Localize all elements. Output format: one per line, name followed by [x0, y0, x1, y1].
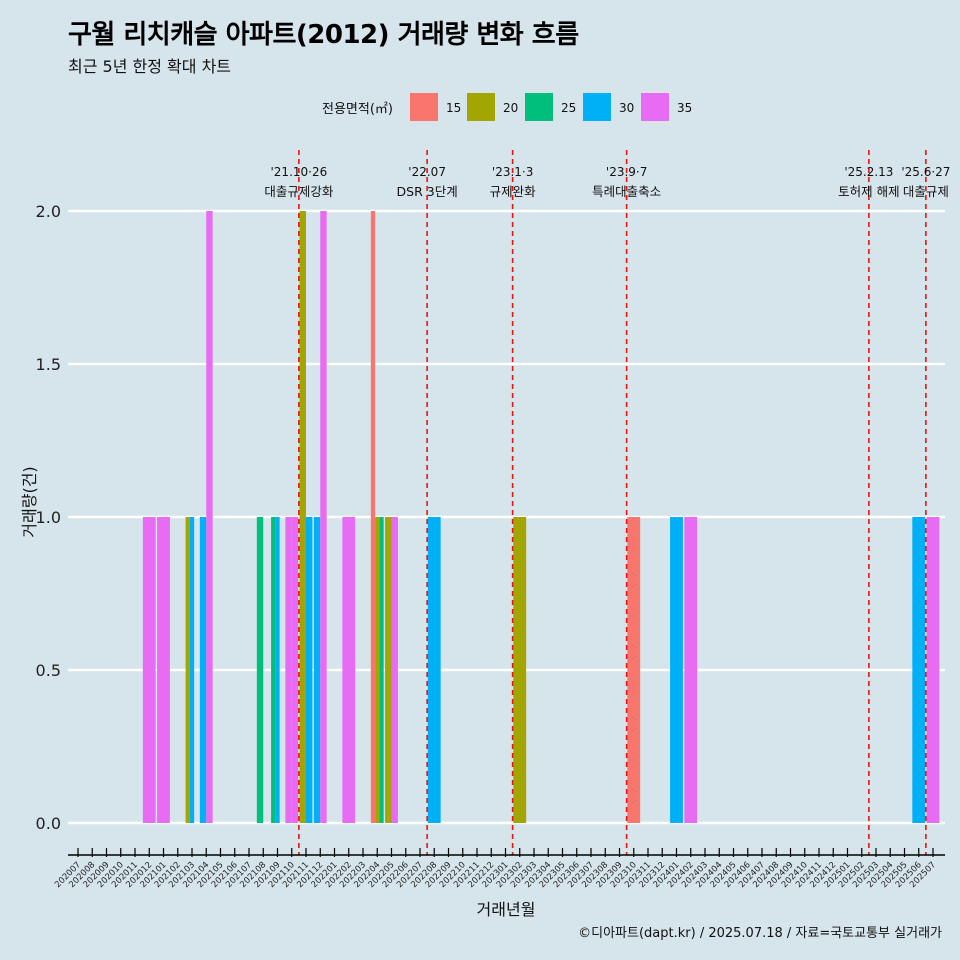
bar: [271, 517, 276, 823]
legend-label: 30: [619, 101, 634, 115]
x-axis-title: 거래년월: [477, 900, 536, 919]
grid-lines: [68, 209, 945, 825]
event-label: 대출규제: [903, 184, 949, 199]
bar: [185, 517, 190, 823]
event-label: 특례대출축소: [592, 184, 661, 199]
bar: [291, 517, 299, 823]
bar: [142, 517, 156, 823]
event-date: '23.1·3: [492, 165, 533, 179]
bar: [285, 517, 292, 823]
chart-title: 구월 리치캐슬 아파트(2012) 거래량 변화 흐름: [68, 20, 579, 50]
y-axis-title: 거래량(건): [20, 466, 39, 537]
y-tick-label: 1.5: [36, 355, 61, 374]
legend-label: 20: [503, 101, 518, 115]
legend-swatch: [583, 93, 611, 121]
bar: [513, 517, 527, 823]
chart-subtitle: 최근 5년 한정 확대 차트: [68, 57, 232, 76]
bar: [912, 517, 926, 823]
bar: [427, 517, 441, 823]
bar: [199, 517, 207, 823]
event-date: '25.6·27: [901, 165, 950, 179]
y-tick-label: 1.0: [36, 508, 61, 527]
bar: [379, 517, 384, 823]
event-label: DSR 3단계: [397, 184, 458, 199]
y-tick-label: 0.0: [36, 814, 61, 833]
bar: [385, 517, 392, 823]
bar: [299, 211, 306, 823]
bar: [320, 211, 327, 823]
event-label: 규제완화: [490, 184, 537, 199]
bar: [256, 517, 264, 823]
source-caption: ©디아파트(dapt.kr) / 2025.07.18 / 자료=국토교통부 실…: [578, 926, 942, 941]
bar: [157, 517, 170, 823]
event-label: 대출규제강화: [264, 184, 334, 199]
event-date: '22.07: [408, 165, 446, 179]
event-date: '21.10·26: [271, 165, 328, 179]
bar: [313, 517, 321, 823]
bars: [142, 211, 940, 823]
legend-label: 25: [561, 101, 576, 115]
y-tick-label: 0.5: [36, 661, 61, 680]
event-date: '25.2.13: [844, 165, 893, 179]
bar: [275, 517, 280, 823]
legend-label: 35: [677, 101, 692, 115]
y-tick-label: 2.0: [36, 202, 61, 221]
legend-title: 전용면적(㎡): [322, 102, 393, 117]
legend-swatch: [525, 93, 553, 121]
event-label: 토허제 해제: [838, 184, 899, 199]
annotations: '21.10·26 대출규제강화 '22.07 DSR 3단계 '23.1·3 규제완화 '…: [264, 150, 950, 855]
bar: [206, 211, 213, 823]
bar: [370, 211, 376, 823]
legend-swatch: [641, 93, 669, 121]
legend-swatch: [410, 93, 438, 121]
bar: [926, 517, 940, 823]
legend: 전용면적(㎡) 15 20 25 30 35: [322, 93, 692, 121]
bar: [684, 517, 698, 823]
bar: [189, 517, 195, 823]
bar: [627, 517, 641, 823]
event-date: '23.9·7: [606, 165, 647, 179]
bar: [391, 517, 398, 823]
bar: [342, 517, 356, 823]
bar: [670, 517, 683, 823]
bar: [375, 517, 380, 823]
legend-label: 15: [446, 101, 461, 115]
bar: [306, 517, 313, 823]
legend-swatch: [467, 93, 495, 121]
